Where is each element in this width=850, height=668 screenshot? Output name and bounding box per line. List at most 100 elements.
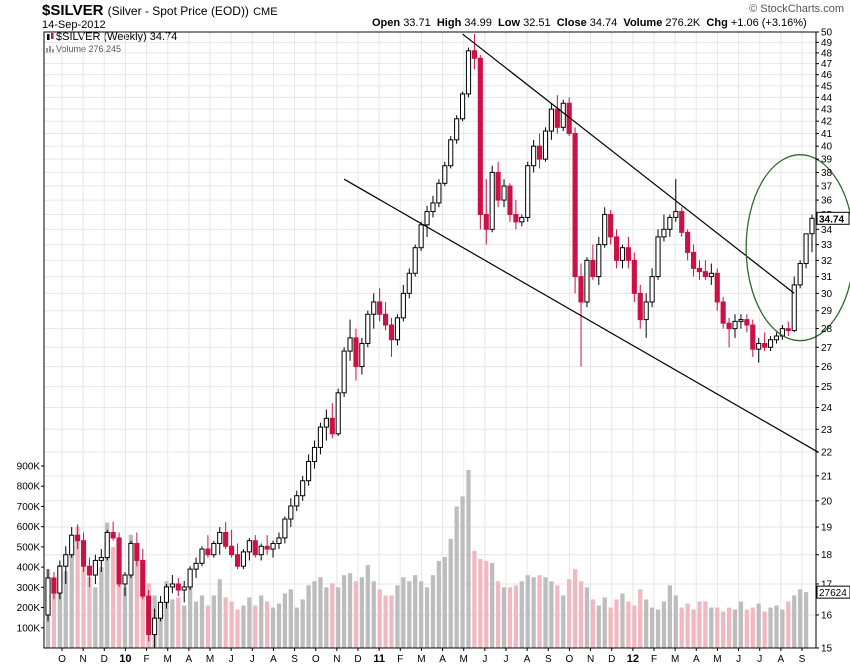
candle-down (763, 343, 767, 347)
month-label: O (312, 654, 320, 665)
month-label: J (229, 654, 234, 665)
volume-bar (354, 581, 358, 648)
price-tick-label: 21 (821, 471, 833, 482)
volume-bar (774, 606, 778, 648)
volume-bar (526, 575, 530, 648)
candle-down (111, 532, 115, 537)
candle-up (105, 532, 109, 557)
volume-bar (224, 597, 228, 648)
volume-bar (549, 581, 553, 648)
grid-layer (44, 32, 816, 648)
year-label: 11 (373, 653, 385, 665)
month-label: S (291, 654, 298, 665)
volume-bar (502, 587, 506, 648)
volume-bar (283, 593, 287, 648)
candle-up (153, 618, 157, 634)
candle-down (697, 268, 701, 271)
month-label: J (504, 654, 509, 665)
candle-down (591, 260, 595, 276)
volume-bar (348, 573, 352, 648)
candle-up (401, 293, 405, 317)
candle-up (532, 146, 536, 166)
candle-down (496, 172, 500, 200)
volume-bar (182, 606, 186, 648)
month-label: M (460, 654, 468, 665)
candle-up (93, 560, 97, 575)
candle-up (295, 496, 299, 506)
volume-bar (188, 587, 192, 648)
price-tick-label: 50 (821, 28, 833, 39)
volume-bar (626, 601, 630, 648)
candle-up (336, 393, 340, 434)
month-label: M (206, 654, 214, 665)
volume-bar (265, 601, 269, 648)
candle-down (573, 134, 577, 277)
candle-up (200, 549, 204, 563)
price-tick-label: 23 (821, 425, 833, 436)
candle-down (389, 325, 393, 340)
volume-bar (366, 565, 370, 648)
month-label: M (164, 654, 172, 665)
candle-down (253, 541, 257, 555)
price-tick-label: 42 (821, 117, 833, 128)
volume-bar (632, 606, 636, 648)
volume-bar (685, 604, 689, 648)
candle-down (514, 214, 518, 221)
candle-down (609, 214, 613, 236)
volume-bar (336, 587, 340, 648)
candle-down (81, 541, 85, 567)
month-label: N (333, 654, 340, 665)
volume-bar (650, 608, 654, 648)
volume-bar (804, 592, 808, 648)
candle-down (176, 584, 180, 590)
candlesticks (46, 34, 814, 648)
volume-tick-label: 800K (17, 482, 41, 493)
price-tick-label: 20 (821, 496, 833, 507)
candle-down (265, 546, 269, 549)
volume-bar (378, 589, 382, 648)
volume-bar (751, 608, 755, 648)
volume-bar (609, 608, 613, 648)
month-label: A (270, 654, 277, 665)
candle-up (372, 302, 376, 314)
month-label: D (608, 654, 615, 665)
volume-bar (235, 610, 239, 648)
candle-down (626, 248, 630, 261)
volume-bar (472, 551, 476, 648)
volume-bar (567, 579, 571, 648)
volume-bar (543, 577, 547, 648)
candle-down (354, 338, 358, 367)
month-label: F (651, 654, 657, 665)
candle-up (301, 481, 305, 496)
month-label: J (736, 654, 741, 665)
volume-bar (455, 506, 459, 648)
volume-bar (170, 599, 174, 648)
candle-down (537, 146, 541, 159)
price-tick-label: 37 (821, 182, 833, 193)
price-tick-label: 40 (821, 142, 833, 153)
volume-tick-label: 100K (17, 623, 41, 634)
volume-bar (490, 563, 494, 648)
candle-up (597, 245, 601, 277)
candle-up (709, 273, 713, 276)
candle-up (70, 535, 74, 555)
price-tick-label: 22 (821, 448, 833, 459)
candle-up (413, 248, 417, 274)
price-tick-label: 29 (821, 306, 833, 317)
candle-up (318, 427, 322, 447)
price-tick-label: 38 (821, 168, 833, 179)
volume-bar (277, 604, 281, 648)
month-label: N (587, 654, 594, 665)
candle-down (384, 314, 388, 325)
price-tick-label: 19 (821, 523, 833, 534)
volume-bar (709, 608, 713, 648)
candle-down (52, 578, 56, 593)
candle-up (437, 183, 441, 203)
candle-up (289, 506, 293, 519)
candle-up (668, 217, 672, 229)
price-tick-label: 33 (821, 240, 833, 251)
volume-bar (81, 563, 85, 648)
month-label: N (80, 654, 87, 665)
volume-bar (407, 581, 411, 648)
volume-bar (70, 547, 74, 648)
